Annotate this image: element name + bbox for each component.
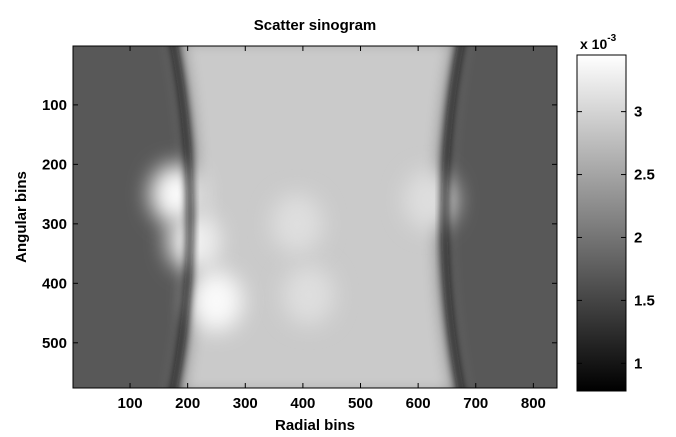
heatmap-bright-spot — [282, 265, 335, 326]
x-axis-ticks: 100 200 300 400 500 600 700 800 — [118, 46, 546, 412]
x-tick-label: 700 — [463, 395, 488, 412]
heatmap-bright-spot — [271, 193, 324, 254]
x-tick-label: 800 — [521, 395, 546, 412]
x-axis-label: Radial bins — [275, 417, 355, 434]
x-tick-label: 200 — [175, 395, 200, 412]
chart-title: Scatter sinogram — [254, 17, 377, 34]
heatmap-plot — [73, 46, 557, 388]
y-axis-ticks: 100 200 300 400 500 — [42, 97, 557, 352]
heatmap-bright-spot — [190, 271, 243, 332]
colorbar-exponent: x 10-3 — [580, 33, 617, 52]
y-tick-label: 500 — [42, 335, 67, 352]
plot-frame — [72, 45, 558, 389]
y-axis-label: Angular bins — [13, 171, 30, 263]
colorbar-tick-label: 1.5 — [634, 292, 655, 309]
heatmap-right-dark-edge — [440, 46, 465, 388]
y-tick-label: 100 — [42, 97, 67, 114]
y-tick-label: 300 — [42, 216, 67, 233]
x-tick-label: 600 — [406, 395, 431, 412]
colorbar-ticks: 1 1.5 2 2.5 3 — [577, 104, 655, 372]
x-tick-label: 300 — [233, 395, 258, 412]
y-tick-label: 400 — [42, 275, 67, 292]
colorbar-tick-label: 3 — [634, 104, 642, 121]
y-tick-label: 200 — [42, 156, 67, 173]
colorbar-exponent-base: x 10 — [580, 36, 607, 52]
colorbar — [576, 54, 627, 392]
heatmap-left-dark-edge — [170, 46, 194, 388]
colorbar-tick-label: 2.5 — [634, 167, 655, 184]
colorbar-exponent-power: -3 — [607, 33, 616, 44]
x-tick-label: 100 — [118, 395, 143, 412]
heatmap-bright-spot — [167, 211, 220, 272]
x-tick-label: 500 — [348, 395, 373, 412]
x-tick-label: 400 — [290, 395, 315, 412]
colorbar-tick-label: 1 — [634, 355, 642, 372]
colorbar-tick-label: 2 — [634, 229, 642, 246]
